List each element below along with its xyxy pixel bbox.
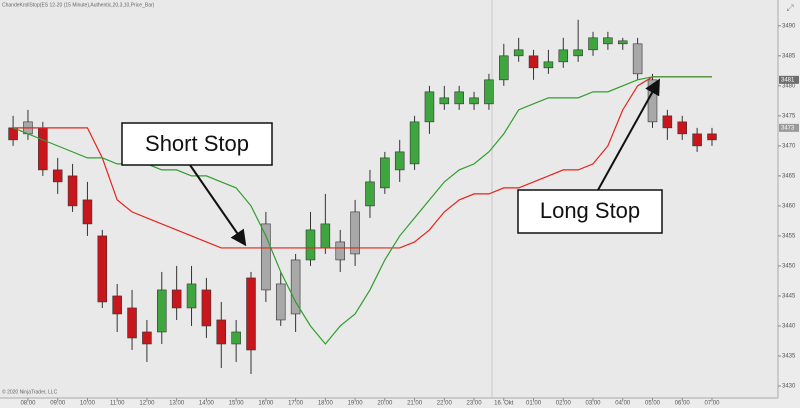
candle-body	[513, 49, 524, 57]
x-tick-label: 04:00	[615, 401, 631, 407]
price-marker-label: 3481	[781, 77, 795, 83]
y-tick-label: 3445	[782, 294, 796, 300]
candle-body	[692, 133, 702, 147]
x-tick-label: 11:00	[110, 401, 125, 407]
candle-body	[469, 97, 479, 105]
y-tick-label: 3450	[782, 264, 796, 270]
x-tick-label: 09:00	[50, 401, 66, 407]
candle-body	[52, 169, 63, 183]
candle-body	[320, 223, 331, 249]
x-tick-label: 17:00	[288, 401, 304, 407]
price-marker	[779, 123, 799, 132]
x-tick-label: 03:00	[586, 401, 602, 407]
candle-body	[201, 289, 212, 327]
candle-body	[588, 37, 598, 51]
candle-body	[439, 97, 450, 105]
y-tick-label: 3470	[782, 143, 796, 149]
candle-body	[454, 91, 464, 105]
y-tick-label: 3440	[782, 324, 796, 330]
x-tick-label: 16. Okt	[494, 401, 514, 407]
copyright: © 2020 NinjaTrader, LLC	[2, 388, 58, 395]
annotation: Long Stop	[540, 198, 640, 223]
candle-body	[558, 49, 569, 63]
y-tick-label: 3430	[782, 384, 796, 390]
candle-body	[305, 229, 316, 261]
candle-body	[394, 151, 405, 171]
chart-title: ChandeKrollStop(ES 12-20 (15 Minute),Aut…	[2, 2, 155, 8]
candle-body	[707, 133, 717, 141]
candle-body	[499, 55, 509, 81]
x-tick-label: 16:00	[258, 401, 274, 407]
candle-body	[677, 121, 687, 135]
candle-body	[127, 307, 137, 339]
candle-body	[528, 55, 539, 69]
x-tick-label: 02:00	[556, 401, 572, 407]
candle-body	[246, 277, 256, 351]
x-tick-label: 15:00	[229, 401, 245, 407]
y-tick-label: 3435	[782, 354, 796, 360]
x-tick-label: 22:00	[437, 401, 453, 407]
candle-body	[543, 61, 554, 69]
marks	[8, 19, 781, 401]
stop-line	[13, 76, 712, 249]
annotation-box	[517, 189, 663, 234]
x-tick-label: 23:00	[467, 401, 483, 407]
candle-body	[142, 331, 152, 345]
y-tick-label: 3460	[782, 203, 796, 209]
x-tick-label: 01:00	[526, 401, 542, 407]
y-tick-label: 3485	[782, 53, 796, 59]
candle-body	[484, 79, 494, 105]
x-tick-label: 07:00	[704, 401, 720, 407]
candle-body	[82, 199, 93, 225]
candle-body	[112, 295, 122, 315]
x-tick-label: 18:00	[318, 401, 334, 407]
y-tick-label: 3465	[782, 173, 796, 179]
x-tick-label: 13:00	[169, 401, 185, 407]
candle-body	[38, 127, 48, 171]
candle-body	[603, 37, 613, 45]
x-tick-label: 19:00	[348, 401, 364, 407]
candle-body	[186, 283, 197, 309]
x-tick-label: 14:00	[199, 401, 215, 407]
y-tick-label: 3480	[782, 83, 796, 89]
candle-body	[573, 49, 583, 57]
candle-body	[67, 175, 78, 207]
candle-body	[157, 289, 167, 333]
candle-body	[424, 91, 435, 123]
x-tick-label: 05:00	[645, 401, 661, 407]
y-tick-label: 3455	[782, 233, 796, 239]
candle-body	[662, 115, 673, 129]
candle-body	[275, 283, 286, 321]
x-tick-label: 08:00	[20, 401, 36, 407]
price-marker-label: 3473	[781, 125, 795, 131]
candle-body	[365, 181, 375, 207]
candle-body	[380, 157, 390, 189]
x-tick-label: 06:00	[675, 401, 691, 407]
expand-icon[interactable]: ⤢	[785, 2, 793, 12]
candle-body	[171, 289, 182, 309]
candle-body	[350, 211, 360, 255]
annotation-box	[121, 122, 273, 166]
candle-body	[409, 121, 420, 165]
candle-body	[216, 319, 227, 345]
candle-body	[632, 43, 643, 75]
candle-body	[231, 331, 241, 345]
candle-body	[617, 40, 628, 45]
x-tick-label: 10:00	[80, 401, 96, 407]
x-tick-label: 12:00	[139, 401, 155, 407]
candle-body	[97, 235, 108, 303]
y-tick-label: 3490	[782, 23, 796, 29]
y-tick-label: 3475	[782, 113, 796, 119]
annotation: Short Stop	[145, 131, 249, 156]
candle-body	[261, 223, 271, 291]
x-tick-label: 21:00	[407, 401, 423, 407]
candle-body	[290, 259, 301, 315]
x-tick-label: 20:00	[377, 401, 393, 407]
price-marker	[779, 75, 799, 84]
candle-body	[335, 241, 345, 261]
annotation-arrow	[597, 78, 660, 191]
annotation-arrow	[189, 164, 247, 247]
